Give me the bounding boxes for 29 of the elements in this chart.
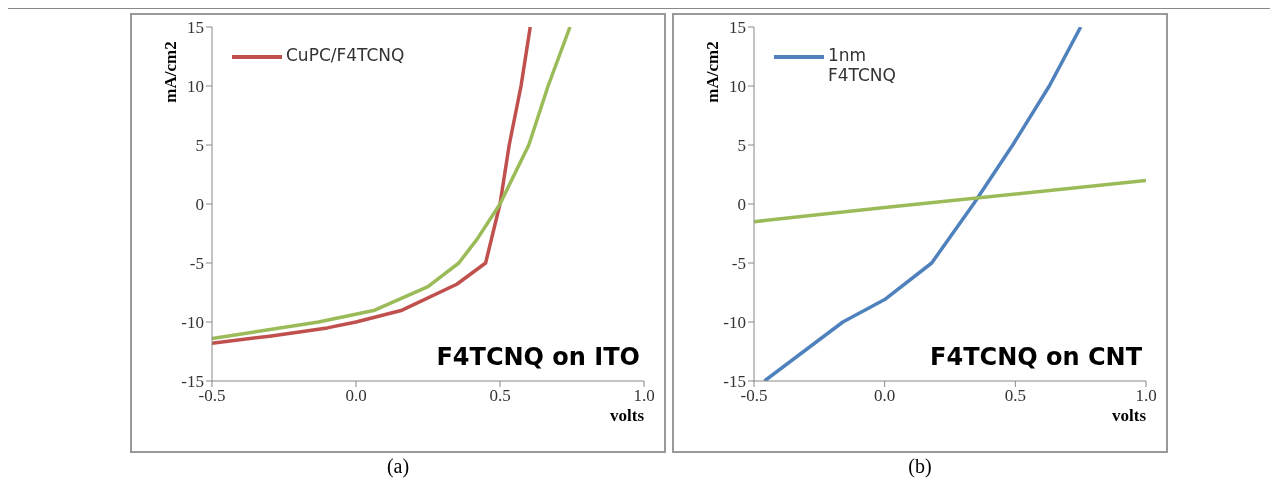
x-tick-label: 1.0 bbox=[633, 386, 655, 406]
y-axis-title: mA/cm2 bbox=[161, 41, 181, 103]
y-tick-label: -5 bbox=[189, 254, 204, 274]
text: F4TCNQ on CNT bbox=[930, 343, 1142, 371]
x-tick-label: 1.0 bbox=[1135, 386, 1157, 406]
line-series bbox=[762, 27, 1083, 381]
y-tick-label: -10 bbox=[181, 313, 204, 333]
text: (a) bbox=[386, 455, 410, 478]
y-tick-label: 0 bbox=[737, 195, 746, 215]
y-tick-label: -5 bbox=[731, 254, 746, 274]
y-tick-label: 10 bbox=[729, 77, 746, 97]
y-tick-label: 15 bbox=[187, 18, 204, 38]
y-tick-label: 15 bbox=[729, 18, 746, 38]
x-tick-label: 0.0 bbox=[874, 386, 896, 406]
y-axis-title: mA/cm2 bbox=[703, 41, 723, 103]
y-tick-label: 0 bbox=[195, 195, 204, 215]
text: F4TCNQ on ITO bbox=[436, 343, 640, 371]
legend-label: 1nm F4TCNQ bbox=[828, 45, 897, 85]
x-axis-title: volts bbox=[1112, 406, 1147, 426]
y-tick-label: 10 bbox=[187, 77, 204, 97]
y-tick-label: 5 bbox=[737, 136, 746, 156]
y-tick-label: -10 bbox=[723, 313, 746, 333]
legend-label: CuPC/F4TCNQ bbox=[286, 45, 405, 65]
x-tick-label: 0.5 bbox=[1004, 386, 1026, 406]
x-axis-title: volts bbox=[610, 406, 645, 426]
text: (b) bbox=[908, 455, 932, 478]
x-tick-label: 0.0 bbox=[345, 386, 367, 406]
y-tick-label: 5 bbox=[195, 136, 204, 156]
x-tick-label: 0.5 bbox=[489, 386, 511, 406]
